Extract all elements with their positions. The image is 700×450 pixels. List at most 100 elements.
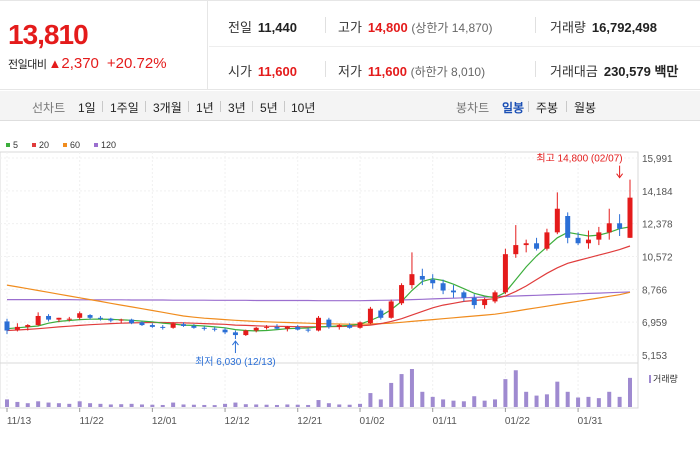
high-value: 14,800 [367,20,408,35]
low-label: 저가 [338,64,362,79]
candle [357,321,363,329]
volume-bar [555,381,560,407]
up-triangle-icon: ▲ [48,56,62,71]
high-price: 고가 14,800 (상한가 14,870) [338,17,492,36]
volume-bar [524,391,529,407]
volume-bar [285,404,290,407]
candle [284,325,290,332]
row-divider [209,46,700,47]
divider [528,101,529,112]
candle [212,326,218,332]
period-5y-button[interactable]: 5년 [260,101,278,115]
upper-limit-note: (상한가 14,870) [411,21,493,35]
candle [461,290,467,302]
candle [191,324,197,329]
volume-plot-frame [0,362,639,409]
volume-value: 16,792,498 [591,20,657,35]
legend-label-60: 60 [70,140,80,150]
volume-bar [316,400,321,407]
period-1y-button[interactable]: 1년 [196,101,214,115]
candle [108,317,114,323]
candle [336,324,342,330]
low-annotation-label: 최저 6,030 (12/13) [195,356,276,368]
volume-bar [503,379,508,407]
volume-bar [67,403,72,407]
ma120-line [7,291,631,302]
candle [274,324,280,330]
candle [523,239,529,253]
divider [284,101,285,112]
monthly-candle-button[interactable]: 월봉 [574,101,597,115]
daily-candle-button[interactable]: 일봉 [502,101,525,115]
candle [502,248,508,295]
change-value: 2,370 [61,55,99,72]
volume-bar [181,404,186,407]
volume-bar [347,404,352,407]
volume-bar [274,404,279,407]
period-3y-button[interactable]: 3년 [228,101,246,115]
volume-bar [223,403,228,407]
low-price: 저가 11,600 (하한가 8,010) [338,61,485,80]
candle [544,228,550,251]
current-price-box: 13,810 전일대비 ▲2,370 +20.72% [0,1,208,90]
volume-bar [472,396,477,407]
volume-bar [617,396,622,407]
volume-bar [25,403,30,407]
amount-value: 230,579 백만 [603,64,679,79]
volume-bar [56,403,61,407]
period-3m-button[interactable]: 3개월 [153,101,182,115]
lower-limit-note: (하한가 8,010) [410,65,486,79]
volume-bar [441,399,446,407]
volume-bar [368,393,373,407]
candle [430,274,436,289]
legend-swatch-5 [6,143,10,147]
candle [554,192,560,235]
volume-bar [88,403,93,407]
x-axis-ticks: 11/13 11/22 12/01 12/12 12/21 01/02 01/11 01/22… [6,408,603,427]
current-price: 13,810 [8,19,89,50]
prev-close-value: 11,440 [257,20,297,35]
candle [575,232,581,246]
volume-bar [565,391,570,407]
y-tick-label: 5,153 [642,351,667,362]
weekly-candle-button[interactable]: 주봉 [536,101,559,115]
legend-swatch-120 [94,143,98,147]
period-1d-button[interactable]: 1일 [78,101,96,115]
amount-label: 거래대금 [550,64,598,79]
volume-bar [596,398,601,407]
candle [264,325,270,330]
period-1w-button[interactable]: 1주일 [110,101,139,115]
volume-bar [160,404,165,407]
volume-bar [451,400,456,407]
volume-axis-label: 거래량 [653,373,678,384]
candle [513,225,519,258]
volume-bar [378,399,383,407]
legend-label-120: 120 [101,140,116,150]
legend-swatch-20 [32,143,36,147]
volume-bar [46,402,51,407]
candle [471,294,477,309]
volume-bar [544,394,549,407]
divider [145,101,146,112]
change-percent: +20.72% [106,55,167,72]
grid-lines [0,152,638,408]
candle [87,314,93,320]
divider [325,61,326,77]
candle [534,237,540,251]
legend-label-20: 20 [39,140,49,150]
candle [77,311,83,320]
candle [347,323,353,329]
candle [388,299,394,319]
candle [160,325,166,330]
high-annotation-label: 최고 14,800 (02/07) [536,153,622,165]
y-tick-label: 12,378 [642,220,673,231]
candle [295,325,301,331]
divider [220,101,221,112]
volume-bar [389,382,394,407]
divider [102,101,103,112]
divider [188,101,189,112]
candle [222,327,228,335]
period-10y-button[interactable]: 10년 [291,101,316,115]
volume-bar [15,401,20,407]
candle [243,329,249,336]
